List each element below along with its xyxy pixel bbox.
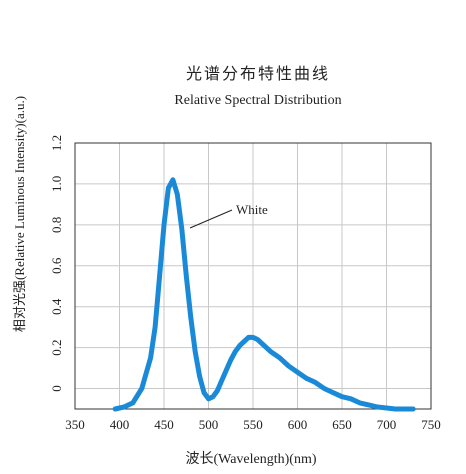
- x-tick-label: 550: [243, 417, 263, 432]
- y-axis-label: 相对光强(Relative Luminous Intensity)(a.u.): [12, 96, 27, 332]
- x-tick-label: 700: [377, 417, 397, 432]
- y-tick-label: 0: [49, 385, 64, 392]
- y-tick-label: 0.2: [49, 339, 64, 355]
- chart-subtitle: Relative Spectral Distribution: [174, 93, 341, 108]
- y-tick-label: 0.4: [49, 298, 64, 315]
- x-tick-label: 350: [65, 417, 85, 432]
- y-tick-label: 1.0: [49, 176, 64, 192]
- x-tick-label: 500: [199, 417, 219, 432]
- x-axis-label: 波长(Wavelength)(nm): [185, 451, 316, 467]
- y-tick-label: 0.6: [49, 257, 64, 274]
- x-tick-label: 400: [110, 417, 130, 432]
- annotation-label: White: [236, 202, 268, 217]
- y-tick-label: 1.2: [49, 135, 64, 151]
- x-tick-label: 450: [154, 417, 174, 432]
- x-ticks: 350 400 450 500 550 600 650 700 750: [65, 417, 441, 432]
- chart-title: 光谱分布特性曲线: [186, 65, 330, 83]
- y-tick-label: 0.8: [49, 217, 64, 233]
- x-tick-label: 750: [421, 417, 441, 432]
- x-tick-label: 650: [332, 417, 352, 432]
- grid: [75, 143, 431, 409]
- plot-frame: [74, 142, 432, 410]
- y-ticks: 0 0.2 0.4 0.6 0.8 1.0 1.2: [49, 135, 64, 392]
- series-line-white: [112, 177, 416, 412]
- annotation-leader: [189, 209, 233, 229]
- x-tick-label: 600: [288, 417, 308, 432]
